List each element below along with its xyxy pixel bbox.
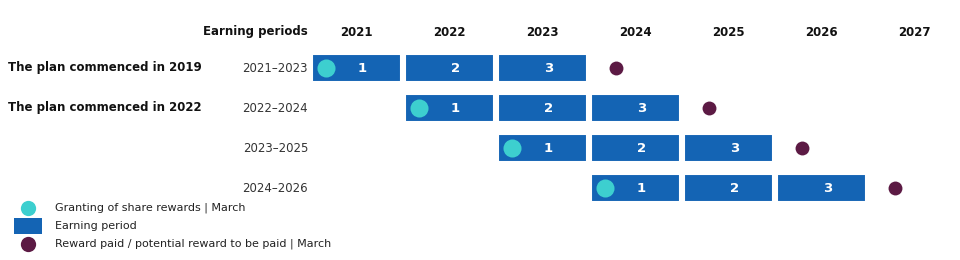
Text: Reward paid / potential reward to be paid | March: Reward paid / potential reward to be pai… <box>55 239 331 249</box>
Text: 2026: 2026 <box>805 25 838 38</box>
Text: 3: 3 <box>544 62 553 75</box>
Bar <box>777 174 866 202</box>
Text: 2022: 2022 <box>433 25 466 38</box>
Text: Earning period: Earning period <box>55 221 136 231</box>
Text: The plan commenced in 2019: The plan commenced in 2019 <box>8 62 202 75</box>
Text: 3: 3 <box>823 181 832 194</box>
Text: 2024–2026: 2024–2026 <box>242 181 308 194</box>
Text: 2: 2 <box>730 181 739 194</box>
Text: 2025: 2025 <box>712 25 745 38</box>
Text: 2024: 2024 <box>619 25 652 38</box>
Text: 3: 3 <box>636 101 646 114</box>
Bar <box>591 94 680 122</box>
Bar <box>312 54 401 82</box>
Text: 2023–2025: 2023–2025 <box>243 141 308 154</box>
Text: 2023: 2023 <box>526 25 559 38</box>
Text: 2022–2024: 2022–2024 <box>242 101 308 114</box>
Bar <box>498 54 587 82</box>
Text: 2027: 2027 <box>899 25 931 38</box>
Text: 3: 3 <box>730 141 739 154</box>
Text: 2: 2 <box>636 141 646 154</box>
Bar <box>405 54 494 82</box>
Text: 2021–2023: 2021–2023 <box>243 62 308 75</box>
Text: The plan commenced in 2022: The plan commenced in 2022 <box>8 101 202 114</box>
Bar <box>591 134 680 162</box>
Text: 1: 1 <box>358 62 367 75</box>
Text: 1: 1 <box>544 141 553 154</box>
Bar <box>591 174 680 202</box>
Text: Granting of share rewards | March: Granting of share rewards | March <box>55 203 246 213</box>
Bar <box>498 134 587 162</box>
Bar <box>14 218 42 234</box>
Text: 2: 2 <box>544 101 553 114</box>
Text: 2021: 2021 <box>340 25 372 38</box>
Text: Earning periods: Earning periods <box>204 25 308 38</box>
Bar <box>405 94 494 122</box>
Bar <box>498 94 587 122</box>
Text: 2: 2 <box>451 62 460 75</box>
Bar <box>684 174 773 202</box>
Text: 1: 1 <box>636 181 646 194</box>
Bar <box>684 134 773 162</box>
Text: 1: 1 <box>451 101 460 114</box>
